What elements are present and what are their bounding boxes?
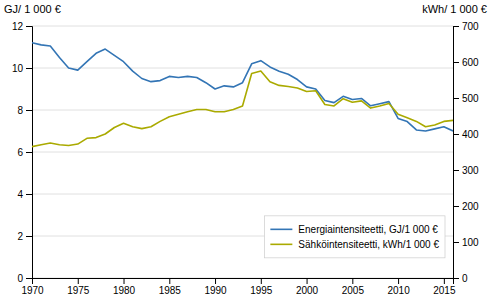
tick-label: 500	[462, 93, 479, 104]
tick-label: 10	[12, 63, 24, 74]
tick-label: 2015	[433, 285, 456, 296]
tick-label: 1970	[21, 285, 44, 296]
tick: 12	[12, 21, 32, 32]
tick: 10	[12, 63, 32, 74]
tick-label: 6	[17, 147, 23, 158]
tick-label: 2000	[296, 285, 319, 296]
tick-mark	[352, 278, 353, 284]
tick-label: 1995	[250, 285, 273, 296]
tick-mark	[26, 152, 32, 153]
tick: 2005	[342, 278, 365, 296]
axis-line	[33, 279, 454, 285]
tick-mark	[215, 278, 216, 284]
tick-mark	[453, 206, 459, 207]
legend-swatch	[270, 244, 292, 246]
legend-swatch	[270, 229, 292, 231]
tick-label: 2010	[387, 285, 410, 296]
tick: 1970	[21, 278, 44, 296]
tick-mark	[307, 278, 308, 284]
grid	[32, 26, 453, 278]
tick-mark	[124, 278, 125, 284]
tick: 1975	[67, 278, 90, 296]
tick-label: 8	[17, 105, 23, 116]
tick-mark	[453, 170, 459, 171]
tick-label: 1990	[204, 285, 227, 296]
tick: 700	[453, 21, 479, 32]
legend-box	[264, 216, 445, 258]
legend: Energiaintensiteetti, GJ/1 000 € Sähköint…	[264, 216, 445, 258]
axis-line	[26, 27, 33, 279]
tick-mark	[26, 68, 32, 69]
grid-line	[32, 152, 453, 153]
legend-label: Sähköintensiteetti, kWh/1 000 €	[298, 239, 439, 250]
grid-line	[32, 68, 453, 69]
tick-mark	[26, 278, 32, 279]
grid-line	[32, 26, 453, 27]
tick: 200	[453, 201, 479, 212]
tick-label: 2005	[342, 285, 365, 296]
axis-line	[454, 27, 460, 279]
tick: 600	[453, 57, 479, 68]
y2-axis: 0 100 200 300 400 500 600 700	[453, 21, 479, 284]
tick-mark	[453, 26, 459, 27]
x-axis: 1970 1975 1980 1985 1990 1995 2000 2005 2010 2015	[21, 278, 456, 296]
tick-mark	[26, 194, 32, 195]
legend-label: Energiaintensiteetti, GJ/1 000 €	[298, 224, 438, 235]
tick-label: 4	[17, 189, 23, 200]
tick: 0	[453, 273, 468, 284]
tick: 1985	[159, 278, 182, 296]
tick-mark	[453, 62, 459, 63]
y2-axis-label: kWh/ 1 000 €	[422, 3, 487, 15]
tick-label: 0	[17, 273, 23, 284]
chart: 1970197519801985199019952000200520102015…	[0, 0, 491, 302]
tick-mark	[261, 278, 262, 284]
grid-line	[32, 194, 453, 195]
tick-label: 1980	[113, 285, 136, 296]
tick-label: 100	[462, 237, 479, 248]
tick-label: 0	[462, 273, 468, 284]
tick-label: 600	[462, 57, 479, 68]
tick-mark	[453, 278, 459, 279]
grid-line	[32, 110, 453, 111]
series-line	[32, 71, 453, 147]
tick: 2010	[387, 278, 410, 296]
tick-label: 400	[462, 129, 479, 140]
tick: 2015	[433, 278, 456, 296]
tick: 0	[17, 273, 32, 284]
tick-mark	[26, 110, 32, 111]
tick: 8	[17, 105, 32, 116]
tick-label: 300	[462, 165, 479, 176]
y-axis: 0 2 4 6 8 10 12	[12, 21, 33, 284]
tick-mark	[26, 26, 32, 27]
tick-mark	[398, 278, 399, 284]
tick: 500	[453, 93, 479, 104]
tick-mark	[26, 236, 32, 237]
tick-mark	[453, 98, 459, 99]
tick: 300	[453, 165, 479, 176]
tick-label: 2	[17, 231, 23, 242]
tick: 6	[17, 147, 32, 158]
tick: 2	[17, 231, 32, 242]
series-line	[32, 43, 453, 131]
tick: 1990	[204, 278, 227, 296]
tick: 100	[453, 237, 479, 248]
tick-mark	[453, 242, 459, 243]
tick: 400	[453, 129, 479, 140]
tick-label: 200	[462, 201, 479, 212]
tick-label: 1985	[159, 285, 182, 296]
plot-area	[32, 43, 453, 147]
tick: 1995	[250, 278, 273, 296]
tick: 4	[17, 189, 32, 200]
y-axis-label: GJ/ 1 000 €	[4, 3, 61, 15]
tick-label: 12	[12, 21, 24, 32]
tick-mark	[444, 278, 445, 284]
tick-label: 700	[462, 21, 479, 32]
tick-mark	[169, 278, 170, 284]
tick-label: 1975	[67, 285, 90, 296]
tick-mark	[453, 134, 459, 135]
tick: 2000	[296, 278, 319, 296]
tick: 1980	[113, 278, 136, 296]
tick-mark	[78, 278, 79, 284]
